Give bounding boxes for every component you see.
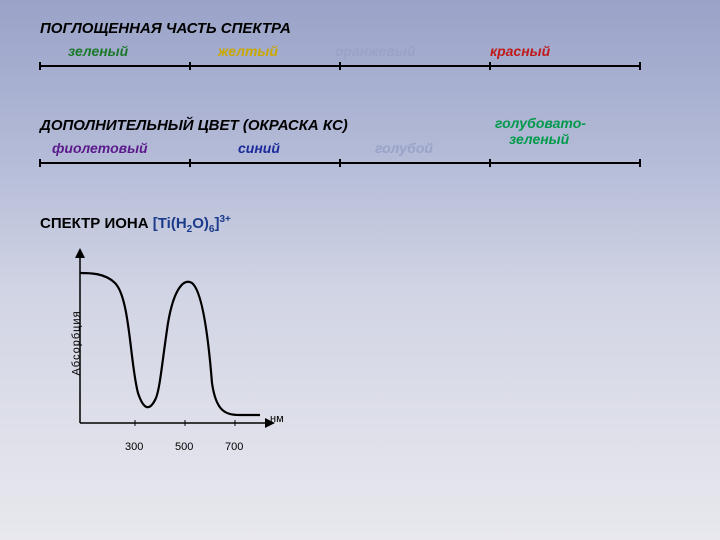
label-violet: фиолетовый [52,140,148,156]
label-orange: оранжевый [335,43,415,59]
spectrum-chart: Абсорбция 300500700 нм [60,243,320,443]
y-axis-label: Абсорбция [71,310,83,375]
label-blue: синий [238,140,280,156]
label-yellow: желтый [218,43,278,59]
section1-labels: зеленый желтый оранжевый красный [40,43,680,63]
section1-bar [40,65,640,67]
slide-container: ПОГЛОЩЕННАЯ ЧАСТЬ СПЕКТРА зеленый желтый… [0,0,720,463]
section2-bar [40,162,640,164]
x-axis-unit: нм [270,413,284,425]
section2: ДОПОЛНИТЕЛЬНЫЙ ЦВЕТ (ОКРАСКА КС) фиолето… [40,117,680,164]
spectrum-svg [60,243,290,443]
label-bluegreen: голубовато- зеленый [495,115,586,147]
spectrum-title: СПЕКТР ИОНА [Ti(H2O)6]3+ [40,214,680,235]
label-cyan: голубой [375,140,433,156]
label-green: зеленый [68,43,128,59]
formula: [Ti(H2O)6]3+ [153,215,231,232]
absorption-curve [80,273,260,415]
section1-title: ПОГЛОЩЕННАЯ ЧАСТЬ СПЕКТРА [40,20,680,37]
y-axis-arrow [75,248,85,258]
label-red: красный [490,43,550,59]
